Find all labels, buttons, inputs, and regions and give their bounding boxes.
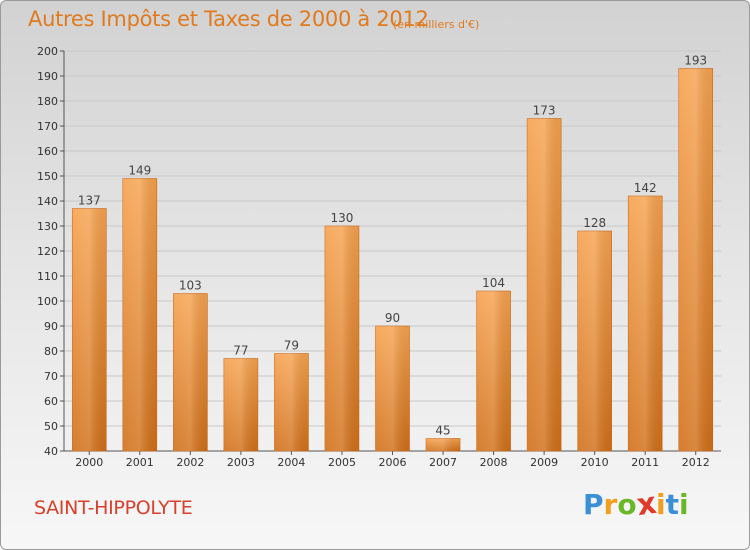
value-label-2007: 45 (435, 424, 450, 438)
logo-letter: o (617, 488, 637, 521)
logo-letter: i (678, 488, 689, 521)
value-label-2009: 173 (533, 104, 556, 118)
value-label-2000: 137 (78, 194, 101, 208)
logo-letter: i (655, 488, 666, 521)
y-tick-label: 50 (44, 420, 58, 433)
logo-letter: P (583, 488, 604, 521)
value-label-2001: 149 (128, 164, 151, 178)
value-label-2002: 103 (179, 279, 202, 293)
y-tick-label: 160 (37, 145, 58, 158)
x-tick-label-2006: 2006 (379, 456, 407, 469)
bar-shine-2011 (628, 196, 663, 451)
value-label-2012: 193 (684, 54, 707, 68)
y-tick-label: 180 (37, 95, 58, 108)
x-tick-label-2012: 2012 (682, 456, 710, 469)
bar-shine-2002 (173, 293, 208, 451)
x-tick-label-2008: 2008 (480, 456, 508, 469)
logo-letter: t (665, 488, 679, 521)
logo-letter: x (634, 485, 659, 524)
city-name: SAINT-HIPPOLYTE (34, 497, 193, 519)
chart-subtitle: (en milliers d'€) (393, 18, 480, 31)
y-tick-label: 120 (37, 245, 58, 258)
x-tick-label-2011: 2011 (631, 456, 659, 469)
x-tick-label-2007: 2007 (429, 456, 457, 469)
chart-title: Autres Impôts et Taxes de 2000 à 2012 (28, 7, 429, 31)
logo-letter: r (603, 488, 618, 521)
value-label-2011: 142 (634, 181, 657, 195)
bar-shine-2005 (324, 226, 359, 451)
bar-shine-2007 (426, 438, 461, 451)
x-tick-label-2003: 2003 (227, 456, 255, 469)
x-tick-label-2004: 2004 (277, 456, 305, 469)
bars (71, 68, 714, 452)
y-tick-label: 90 (44, 320, 58, 333)
x-tick-label-2002: 2002 (176, 456, 204, 469)
bar-shine-2010 (577, 231, 612, 451)
y-tick-label: 60 (44, 395, 58, 408)
value-labels: 137 149 103 77 79 130 90 45 104 173 128 142 193 (78, 54, 707, 438)
proxiti-logo: Proxiti (583, 485, 689, 524)
x-tick-label-2009: 2009 (530, 456, 558, 469)
y-tick-label: 40 (44, 445, 58, 458)
y-tick-label: 170 (37, 120, 58, 133)
value-label-2005: 130 (331, 211, 354, 225)
y-tick-label: 110 (37, 270, 58, 283)
value-label-2003: 77 (233, 344, 248, 358)
y-tick-label: 200 (37, 45, 58, 58)
x-tick-label-2005: 2005 (328, 456, 356, 469)
value-label-2010: 128 (583, 216, 606, 230)
bar-shine-2008 (476, 291, 511, 451)
bar-shine-2003 (223, 358, 258, 451)
value-label-2008: 104 (482, 276, 505, 290)
bar-shine-2012 (678, 68, 713, 451)
y-tick-label: 140 (37, 195, 58, 208)
y-tick-label: 70 (44, 370, 58, 383)
y-tick-label: 80 (44, 345, 58, 358)
value-label-2004: 79 (284, 339, 299, 353)
value-label-2006: 90 (385, 311, 400, 325)
y-tick-label: 150 (37, 170, 58, 183)
bar-shine-2009 (527, 118, 562, 451)
y-tick-label: 100 (37, 295, 58, 308)
bar-shine-2000 (72, 208, 107, 451)
x-tick-label-2001: 2001 (126, 456, 154, 469)
bar-shine-2001 (122, 178, 157, 451)
y-tick-label: 130 (37, 220, 58, 233)
bar-shine-2006 (375, 326, 410, 451)
x-tick-label-2000: 2000 (75, 456, 103, 469)
y-tick-label: 190 (37, 70, 58, 83)
bar-shine-2004 (274, 353, 309, 451)
x-tick-label-2010: 2010 (581, 456, 609, 469)
